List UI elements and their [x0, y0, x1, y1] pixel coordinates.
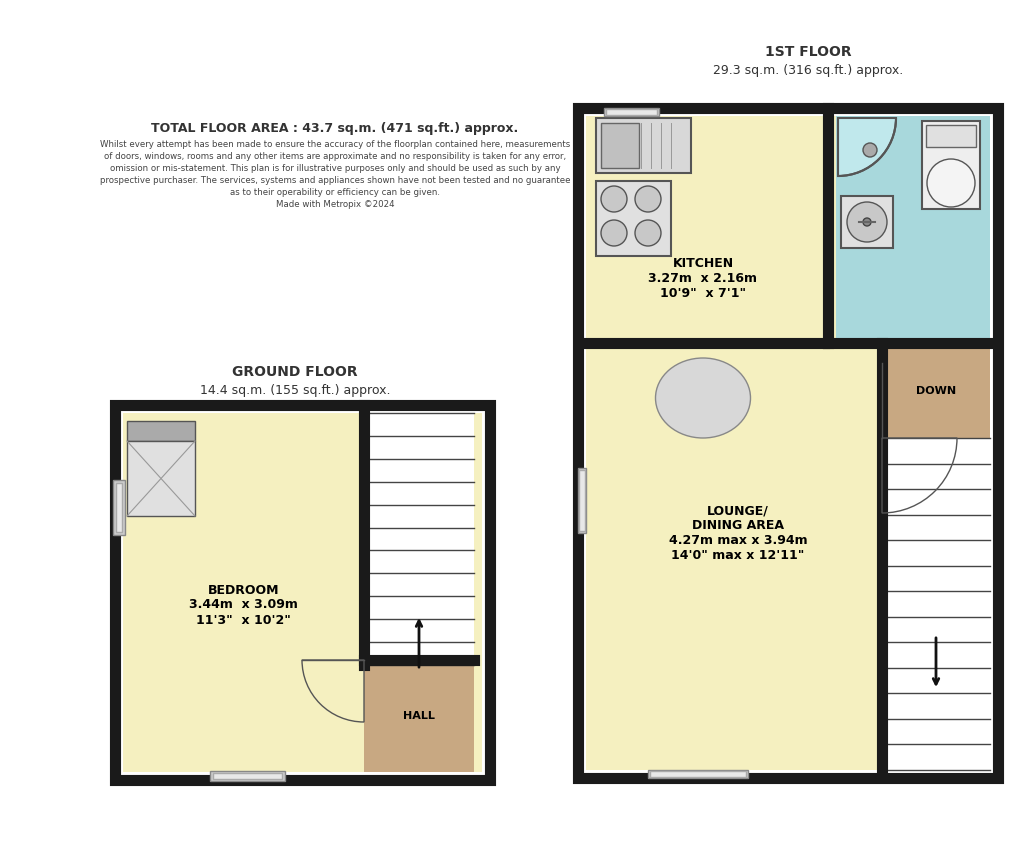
Text: KITCHEN
3.27m  x 2.16m
10'9"  x 7'1": KITCHEN 3.27m x 2.16m 10'9" x 7'1"	[648, 257, 757, 300]
Bar	[578, 468, 586, 533]
Bar	[881, 343, 989, 438]
Bar	[595, 181, 671, 256]
Bar	[210, 771, 284, 781]
Circle shape	[635, 220, 660, 246]
Text: Made with Metropix ©2024: Made with Metropix ©2024	[275, 199, 394, 208]
Bar	[605, 109, 656, 115]
Circle shape	[635, 186, 660, 212]
Text: 1ST FLOOR: 1ST FLOOR	[764, 45, 851, 59]
Bar	[127, 421, 195, 441]
Bar	[364, 660, 474, 772]
Bar	[115, 405, 489, 780]
Bar	[841, 196, 892, 248]
Bar	[647, 770, 747, 778]
Bar	[595, 118, 690, 173]
Text: 29.3 sq.m. (316 sq.ft.) approx.: 29.3 sq.m. (316 sq.ft.) approx.	[712, 63, 902, 77]
Circle shape	[600, 220, 627, 246]
Circle shape	[862, 218, 870, 226]
Text: DOWN: DOWN	[915, 386, 955, 396]
Bar	[364, 413, 474, 665]
Bar	[649, 771, 745, 777]
Text: omission or mis-statement. This plan is for illustrative purposes only and shoul: omission or mis-statement. This plan is …	[110, 164, 559, 172]
Circle shape	[862, 143, 876, 157]
Text: BEDROOM
3.44m  x 3.09m
11'3"  x 10'2": BEDROOM 3.44m x 3.09m 11'3" x 10'2"	[189, 583, 298, 626]
Wedge shape	[838, 118, 895, 176]
Bar	[113, 480, 125, 535]
Bar	[127, 441, 195, 516]
Bar	[603, 108, 658, 116]
Circle shape	[846, 202, 887, 242]
Bar	[925, 125, 975, 147]
Text: HALL: HALL	[403, 711, 434, 721]
Text: prospective purchaser. The services, systems and appliances shown have not been : prospective purchaser. The services, sys…	[100, 176, 570, 185]
Text: 14.4 sq.m. (155 sq.ft.) approx.: 14.4 sq.m. (155 sq.ft.) approx.	[200, 383, 390, 397]
Bar	[600, 123, 638, 168]
Bar	[116, 483, 122, 532]
Bar	[881, 438, 989, 770]
Text: as to their operability or efficiency can be given.: as to their operability or efficiency ca…	[229, 187, 439, 197]
Bar	[921, 121, 979, 209]
Bar	[579, 470, 585, 531]
Bar	[836, 116, 989, 343]
Bar	[123, 413, 482, 772]
Text: GROUND FLOOR: GROUND FLOOR	[232, 365, 358, 379]
Text: Whilst every attempt has been made to ensure the accuracy of the floorplan conta: Whilst every attempt has been made to en…	[100, 139, 570, 149]
Ellipse shape	[926, 159, 974, 207]
Text: LOUNGE/
DINING AREA
4.27m max x 3.94m
14'0" max x 12'11": LOUNGE/ DINING AREA 4.27m max x 3.94m 14…	[668, 504, 806, 562]
Bar	[586, 116, 989, 770]
Text: TOTAL FLOOR AREA : 43.7 sq.m. (471 sq.ft.) approx.: TOTAL FLOOR AREA : 43.7 sq.m. (471 sq.ft…	[151, 122, 518, 134]
Ellipse shape	[655, 358, 750, 438]
Text: of doors, windows, rooms and any other items are approximate and no responsibili: of doors, windows, rooms and any other i…	[104, 152, 566, 160]
Bar	[213, 773, 281, 779]
Bar	[578, 108, 997, 778]
Circle shape	[600, 186, 627, 212]
